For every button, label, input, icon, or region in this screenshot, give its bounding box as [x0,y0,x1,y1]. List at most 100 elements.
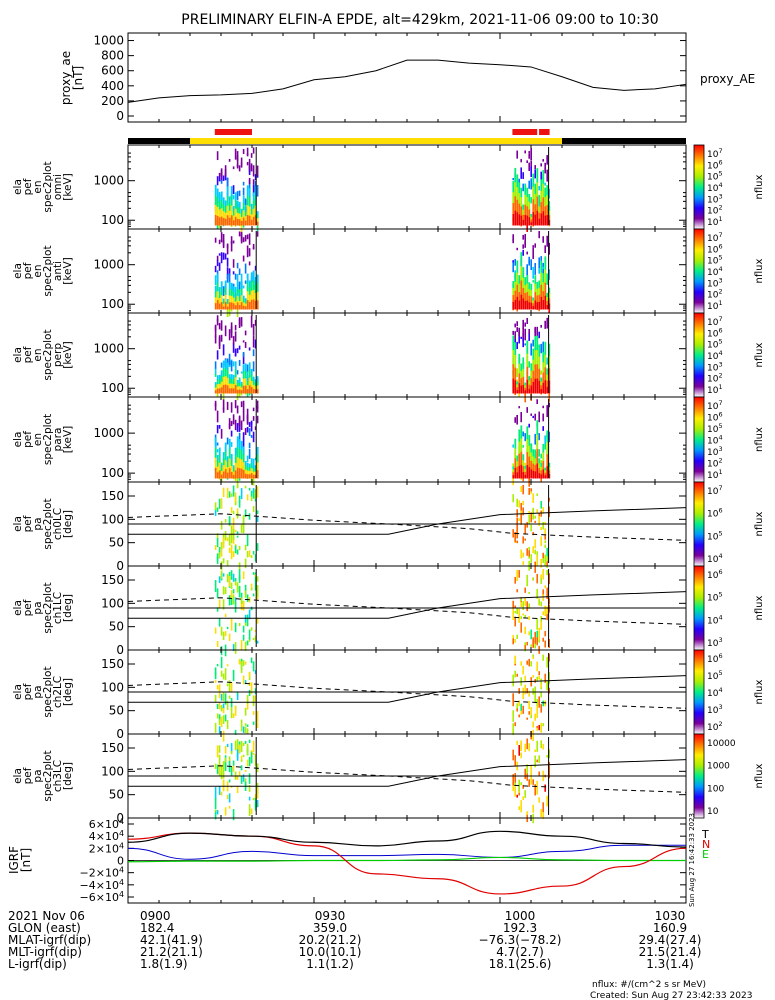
energy-panel-4-spectrogram-cell [514,468,517,479]
pitch-angle-panel-2-spectrogram-cell [234,578,237,586]
energy-panel-1-spectrogram-cell [222,211,225,219]
energy-panel-2-spectrogram-cell [544,295,547,310]
pitch-angle-panel-1-spectrogram-cell [530,554,532,563]
energy-panel-4-spectrogram-cell [256,405,259,413]
energy-panel-2-spectrogram-cell [250,290,253,301]
pitch-angle-panel-4-loss-cone-line [128,759,687,787]
pitch-angle-panel-1-spectrogram-cell [544,554,546,567]
pitch-angle-panel-4-spectrogram-cell [536,780,538,789]
energy-panel-1-spectrogram-cell [534,214,537,226]
pitch-angle-panel-4-spectrogram-cell [236,753,239,761]
energy-panel-4-spectrogram-cell [234,455,237,464]
pitch-angle-panel-4-spectrogram-cell [230,743,233,753]
pitch-angle-panel-4-spectrogram-cell [522,796,524,800]
energy-panel-1-cbar-tick: 107 [707,147,723,160]
pitch-angle-panel-4-spectrogram-cell [530,779,532,785]
energy-panel-3-spectrogram-cell [234,331,237,342]
pitch-angle-panel-4-ylabel: ch3LC [52,760,64,792]
pitch-angle-panel-2-spectrogram-cell [524,614,526,619]
energy-panel-1-spectrogram-cell [216,176,219,186]
pitch-angle-panel-4-spectrogram-cell [256,763,259,773]
energy-panel-2-spectrogram-cell [246,273,249,283]
x-axis-row-label: GLON (east) [8,921,81,935]
energy-panel-4-spectrogram-cell [214,437,217,449]
energy-panel-4-spectrogram-cell [228,448,231,459]
energy-panel-3-spectrogram-cell [218,323,221,330]
energy-panel-2-spectrogram-cell [252,299,255,310]
pitch-angle-panel-1-spectrogram-cell [542,507,544,514]
pitch-angle-panel-2-spectrogram-cell [214,580,217,592]
energy-panel-4-spectrogram-cell [248,470,251,475]
energy-panel-3-spectrogram-cell [512,335,515,351]
energy-panel-2-spectrogram-cell [530,283,533,291]
energy-panel-4-frame [127,396,687,483]
pitch-angle-panel-4-spectrogram-cell [252,798,255,801]
pitch-angle-panel-4-spectrogram-cell [518,806,520,810]
pitch-angle-panel-3-spectrogram-cell [218,719,221,726]
energy-panel-4-spectrogram-cell [256,446,259,456]
x-axis-value: 4.7(2.7) [496,945,544,959]
energy-panel-4-spectrogram-cell [544,435,546,448]
energy-panel-4-spectrogram-cell [536,420,539,436]
igrf-ytick-label: −4×104 [80,878,124,892]
pitch-angle-panel-4-spectrogram-cell [250,752,253,764]
energy-panel-1-spectrogram-cell [512,214,515,226]
energy-panel-2-spectrogram-cell [536,295,539,303]
energy-panel-3-spectrogram-cell [222,344,225,356]
energy-panel-2-ylabel: ela [12,263,24,279]
pitch-angle-panel-3-spectrogram-cell [234,729,237,735]
energy-panel-4-spectrogram-cell [252,431,255,443]
energy-panel-4-spectrogram-cell [526,465,529,479]
pitch-angle-panel-1-spectrogram-cell [216,538,219,548]
energy-panel-1-spectrogram-cell [242,202,245,211]
pitch-angle-panel-1-spectrogram-cell [236,485,239,488]
energy-panel-2-spectrogram-cell [234,286,237,297]
energy-panel-4-spectrogram-cell [542,460,545,470]
pitch-angle-panel-1-spectrogram-cell [246,551,249,558]
energy-panel-4-spectrogram-cell [524,474,527,479]
energy-panel-1-spectrogram-cell [252,147,255,154]
energy-panel-3-spectrogram-cell [240,371,243,374]
pitch-angle-panel-2-ylabel: spec2plot [42,582,54,633]
energy-panel-1-spectrogram-cell [522,183,524,192]
pitch-angle-panel-1-spectrogram-cell [540,526,542,531]
energy-panel-2-spectrogram-cell [220,252,223,256]
pitch-angle-panel-2-spectrogram-cell [536,573,538,584]
energy-panel-2-spectrogram-cell [542,282,545,292]
energy-panel-1-spectrogram-cell [242,210,245,219]
energy-panel-3-spectrogram-cell [214,373,217,377]
pitch-angle-panel-2-spectrogram-cell [248,609,251,620]
energy-panel-2-spectrogram-cell [218,253,221,256]
energy-panel-3-spectrogram-cell [230,322,233,334]
pitch-angle-panel-1-spectrogram-cell [252,506,255,513]
pitch-angle-panel-1-spectrogram-cell [548,497,550,502]
energy-panel-1-spectrogram-cell [224,200,227,208]
energy-panel-2-spectrogram-cell [232,286,235,293]
energy-panel-4-spectrogram-cell [520,464,523,479]
energy-panel-4-spectrogram-cell [238,439,241,450]
energy-panel-2-spectrogram-cell [522,244,524,249]
energy-panel-4-ytick-label: 100 [101,466,124,480]
energy-panel-1-spectrogram-cell [544,215,547,226]
energy-panel-1-spectrogram-cell [252,200,255,210]
pitch-angle-panel-1-spectrogram-cell [516,540,518,544]
energy-panel-1-spectrogram-cell [230,215,233,226]
energy-panel-3-spectrogram-cell [242,378,245,387]
energy-panel-1-spectrogram-cell [230,195,233,207]
pitch-angle-panel-3-spectrogram-cell [536,699,538,708]
energy-panel-3-spectrogram-cell [248,362,251,371]
pitch-angle-panel-4-spectrogram-cell [242,742,245,747]
energy-panel-3-cbar-tick: 106 [707,326,723,339]
pitch-angle-panel-3-spectrogram-cell [244,680,247,685]
energy-panel-1-spectrogram-cell [532,212,535,226]
energy-panel-1-spectrogram-cell [518,214,521,226]
energy-panel-4-spectrogram-cell [244,465,247,471]
energy-panel-1-spectrogram-cell [226,186,229,197]
pitch-angle-panel-2-spectrogram-cell [218,599,221,609]
pitch-angle-panel-1-spectrogram-cell [244,544,247,551]
energy-panel-4-spectrogram-cell [544,444,546,450]
pitch-angle-panel-3-anti-loss-cone-line [127,681,687,709]
pitch-angle-panel-2-spectrogram-cell [520,598,522,601]
energy-panel-1-spectrogram-cell [238,190,241,197]
energy-panel-1-spectrogram-cell [224,206,227,214]
